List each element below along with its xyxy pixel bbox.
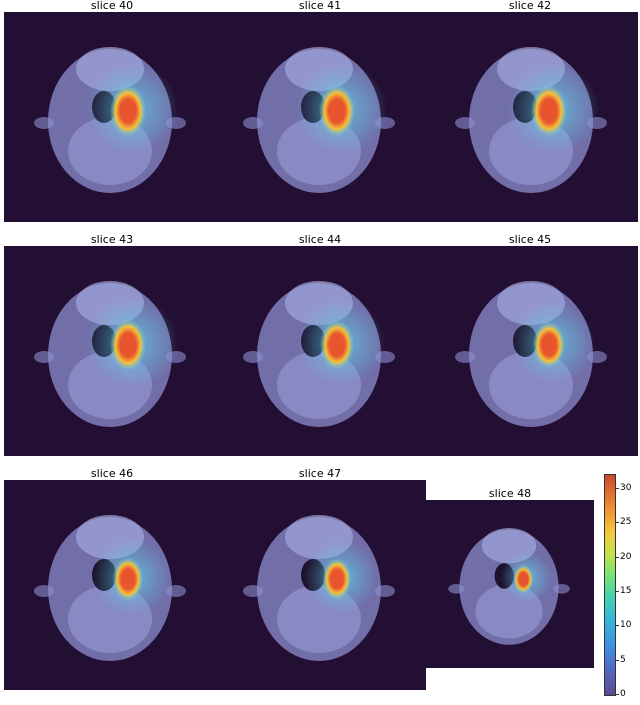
left-ear [448, 584, 465, 594]
colorbar-tick [615, 659, 619, 661]
colorbar-tick-label: 20 [620, 551, 632, 562]
colorbar-tick-label: 0 [620, 689, 626, 699]
left-ear [34, 117, 54, 129]
colorbar-tick-label: 10 [620, 620, 632, 631]
ct-slice-panel-2 [212, 12, 426, 222]
left-ear [243, 117, 263, 129]
ct-slice-panel-8 [212, 480, 426, 690]
dose-colorbar: 0 5 10 15 20 25 30 [604, 474, 640, 699]
colorbar-tick-label: 5 [620, 654, 626, 665]
colorbar-tick-label: 25 [620, 517, 632, 528]
panel-title-7: slice 46 [90, 467, 134, 480]
ct-slice-image [34, 515, 186, 661]
colorbar-tick [615, 625, 619, 627]
dose-hotspot [110, 319, 146, 371]
ct-slice-image [243, 281, 395, 427]
left-ear [34, 585, 54, 597]
left-ear [243, 351, 263, 363]
left-ear [455, 351, 475, 363]
ct-slice-panel-4 [4, 246, 216, 456]
left-ear [34, 351, 54, 363]
colorbar-tick-label: 15 [620, 585, 632, 596]
dose-hotspot [110, 85, 146, 137]
dose-hotspot [112, 556, 144, 602]
ct-slice-image [243, 515, 395, 661]
right-ear [375, 585, 395, 597]
dose-hotspot [319, 85, 355, 137]
right-ear [166, 585, 186, 597]
dose-hotspot [531, 85, 567, 137]
colorbar-gradient [604, 474, 616, 696]
colorbar-tick [615, 556, 619, 558]
colorbar-tick [615, 487, 619, 489]
ct-slice-panel-5 [212, 246, 426, 456]
ct-slice-panel-1 [4, 12, 216, 222]
ct-slice-image [34, 281, 186, 427]
ct-slice-image [455, 281, 607, 427]
panel-title-6: slice 45 [508, 233, 552, 246]
panel-title-4: slice 43 [90, 233, 134, 246]
ct-slice-panel-6 [424, 246, 638, 456]
panel-title-8: slice 47 [298, 467, 342, 480]
ct-slice-panel-3 [424, 12, 638, 222]
dose-hotspot [322, 558, 352, 600]
dose-hotspot [319, 320, 355, 370]
panel-title-9: slice 48 [488, 487, 532, 500]
ct-slice-panel-7 [4, 480, 216, 690]
panel-title-1: slice 40 [90, 0, 134, 12]
dose-hotspot [532, 321, 566, 369]
colorbar-tick [615, 590, 619, 592]
colorbar-tick [615, 522, 619, 524]
panel-title-2: slice 41 [298, 0, 342, 12]
right-ear [553, 584, 570, 594]
ct-slice-image [455, 47, 607, 193]
left-ear [455, 117, 475, 129]
panel-title-3: slice 42 [508, 0, 552, 12]
dose-hotspot [513, 564, 534, 594]
ct-slice-image [243, 47, 395, 193]
panel-title-5: slice 44 [298, 233, 342, 246]
left-ear [243, 585, 263, 597]
ct-slice-image [34, 47, 186, 193]
colorbar-tick [615, 694, 619, 695]
ct-slice-image [448, 528, 570, 645]
colorbar-tick-label: 30 [620, 482, 632, 493]
ct-slice-panel-9 [424, 500, 594, 668]
